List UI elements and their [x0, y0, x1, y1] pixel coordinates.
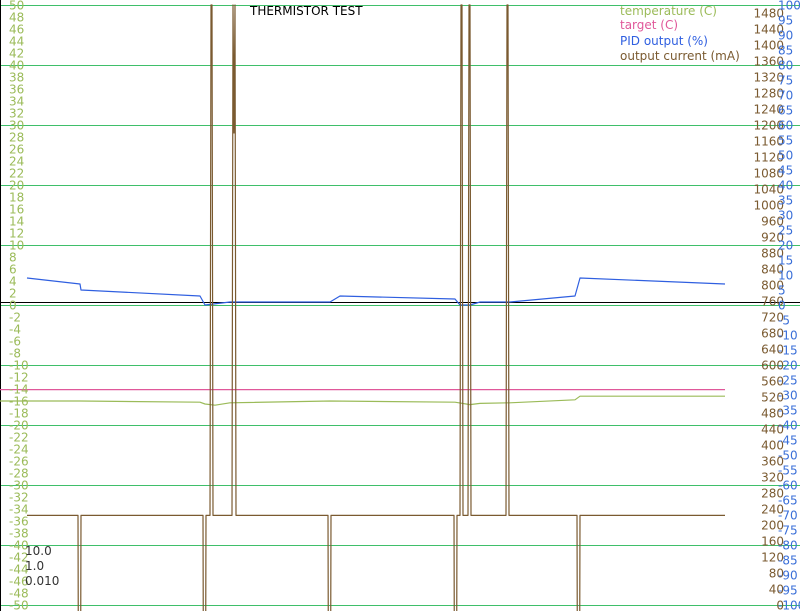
temperature-tick-label: -50: [9, 599, 29, 611]
pid-tick-label: -50: [778, 449, 798, 463]
pid-tick-label: -85: [778, 554, 798, 568]
pid-tick-label: 100: [778, 0, 800, 13]
pid-tick-label: 65: [778, 104, 793, 118]
pid-tick-label: -25: [778, 374, 798, 388]
pid-tick-label: -35: [778, 404, 798, 418]
series-layer: [0, 5, 725, 611]
pid-tick-label: -65: [778, 494, 798, 508]
pid-tick-label: 70: [778, 89, 793, 103]
legend: temperature (C) target (C) PID output (%…: [620, 4, 740, 63]
pid-tick-label: 55: [778, 134, 793, 148]
pid-tick-label: 5: [778, 284, 786, 298]
pid-tick-label: -30: [778, 389, 798, 403]
pid-tick-label: -90: [778, 569, 798, 583]
legend-output-current: output current (mA): [620, 49, 740, 63]
series-pid-output: [27, 278, 725, 305]
series-output-current-ma: [27, 5, 725, 611]
pid-tick-label: -15: [778, 344, 798, 358]
param-p: 10.0: [25, 544, 52, 558]
pid-tick-label: 0: [778, 299, 786, 313]
pid-tick-label: -75: [778, 524, 798, 538]
legend-temperature: temperature (C): [620, 4, 717, 18]
pid-tick-label: -70: [778, 509, 798, 523]
pid-tick-label: -80: [778, 539, 798, 553]
pid-tick-label: 35: [778, 194, 793, 208]
pid-tick-label: 75: [778, 74, 793, 88]
pid-tick-label: 15: [778, 254, 793, 268]
pid-tick-label: -10: [778, 329, 798, 343]
legend-target: target (C): [620, 18, 678, 32]
pid-tick-label: 25: [778, 224, 793, 238]
pid-tick-label: 10: [778, 269, 793, 283]
pid-tick-label: -60: [778, 479, 798, 493]
pid-tick-label: 20: [778, 239, 793, 253]
pid-tick-label: 45: [778, 164, 793, 178]
series-temperature-c: [0, 396, 725, 405]
pid-tick-label: 95: [778, 14, 793, 28]
pid-tick-label: 90: [778, 29, 793, 43]
pid-tick-label: -5: [778, 314, 790, 328]
param-i: 1.0: [25, 559, 44, 573]
pid-tick-label: 40: [778, 179, 793, 193]
pid-tick-label: -40: [778, 419, 798, 433]
pid-tick-label: -100: [778, 599, 800, 611]
param-d: 0.010: [25, 574, 59, 588]
pid-parameters: 10.0 1.0 0.010: [25, 544, 59, 588]
pid-tick-label: -45: [778, 434, 798, 448]
chart-title: THERMISTOR TEST: [249, 4, 363, 18]
pid-tick-label: 80: [778, 59, 793, 73]
legend-pid-output: PID output (%): [620, 34, 708, 48]
pid-tick-label: 30: [778, 209, 793, 223]
pid-tick-label: -55: [778, 464, 798, 478]
pid-tick-label: 85: [778, 44, 793, 58]
pid-tick-label: 60: [778, 119, 793, 133]
pid-tick-label: 50: [778, 149, 793, 163]
pid-tick-label: -95: [778, 584, 798, 598]
pid-tick-label: -20: [778, 359, 798, 373]
